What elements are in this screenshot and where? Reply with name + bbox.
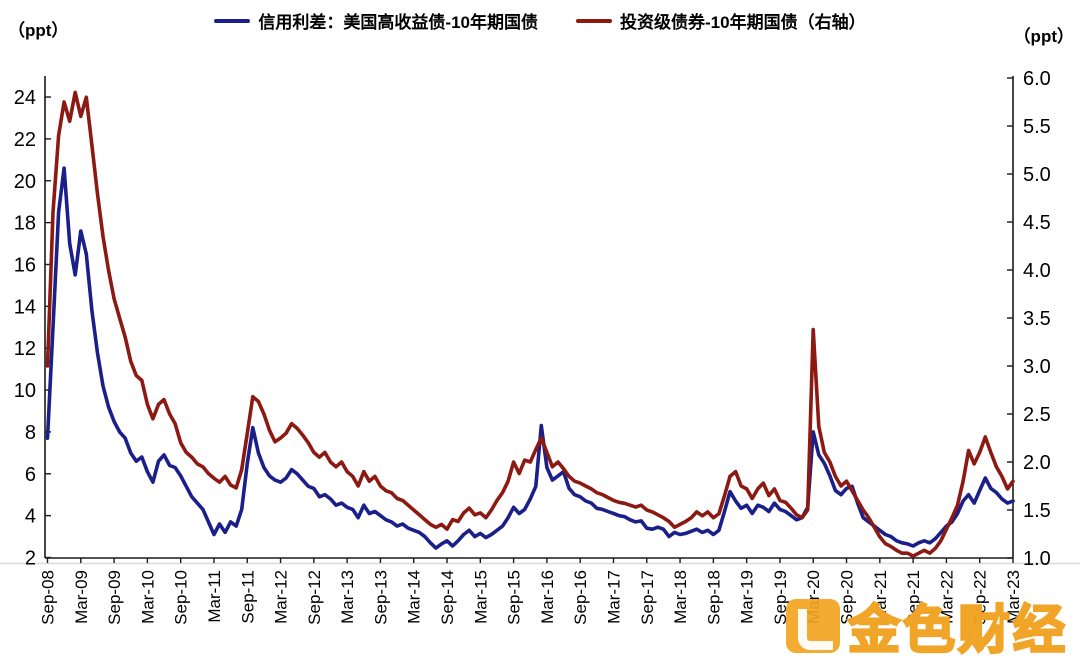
right-axis-tick-label: 1.0 (1023, 548, 1051, 570)
x-axis-tick-label: Sep-17 (638, 570, 657, 625)
x-axis-tick-label: Sep-11 (238, 570, 257, 624)
x-axis-tick-label: Mar-12 (272, 570, 291, 624)
left-axis-tick-label: 24 (14, 87, 36, 109)
x-axis-tick-label: Mar-14 (405, 570, 424, 624)
watermark-logo-icon (785, 598, 840, 653)
left-axis-tick-label: 12 (14, 338, 36, 360)
left-axis-tick-label: 22 (14, 129, 36, 151)
left-axis-tick-label: 16 (14, 254, 36, 276)
chart-legend: 信用利差：美国高收益债-10年期国债 投资级债券-10年期国债（右轴） (0, 8, 1080, 33)
ig-legend-label: 投资级债券-10年期国债（右轴） (620, 13, 866, 32)
watermark-text: 金色财经 (847, 601, 1068, 662)
right-axis-tick-label: 3.0 (1023, 356, 1051, 378)
left-axis-tick-label: 4 (25, 506, 36, 528)
x-axis-tick-label: Mar-10 (138, 570, 157, 624)
left-axis-unit-label: （ppt） (8, 21, 69, 40)
ig-series-line (45, 90, 1015, 558)
x-axis-tick-label: Sep-08 (39, 570, 58, 625)
x-axis-tick-label: Mar-23 (1004, 570, 1023, 624)
ig-legend-swatch-icon (576, 18, 612, 23)
legend-item-ig: 投资级债券-10年期国债（右轴） (576, 8, 866, 33)
right-axis-unit-label: （ppt） (1013, 27, 1074, 46)
right-axis-tick-label: 5.5 (1023, 116, 1051, 138)
left-axis-tick-label: 6 (25, 464, 36, 486)
watermark: 金色财经 (785, 588, 1068, 663)
x-axis-tick-label: Mar-22 (937, 570, 956, 624)
x-axis-tick-label: Mar-17 (604, 570, 623, 624)
right-axis-tick-label: 5.0 (1023, 164, 1051, 186)
x-axis-tick-label: Sep-14 (438, 570, 457, 625)
right-axis-tick-label: 4.5 (1023, 212, 1051, 234)
x-axis-tick-label: Sep-10 (172, 570, 191, 625)
x-axis-tick-label: Sep-18 (704, 570, 723, 625)
left-axis-tick-label: 2 (25, 548, 36, 570)
x-axis-tick-label: Mar-18 (671, 570, 690, 624)
x-axis-tick-label: Mar-19 (738, 570, 757, 624)
right-axis-tick-label: 4.0 (1023, 260, 1051, 282)
left-axis-tick-label: 20 (14, 171, 36, 193)
left-axis-tick-label: 8 (25, 422, 36, 444)
right-axis-tick-label: 2.5 (1023, 404, 1051, 426)
x-axis-tick-label: Sep-20 (838, 570, 857, 625)
x-axis-tick-label: Sep-19 (771, 570, 790, 625)
x-axis-tick-label: Sep-15 (505, 570, 524, 625)
x-axis-tick-label: Mar-09 (72, 570, 91, 624)
right-axis-tick-label: 3.5 (1023, 308, 1051, 330)
x-axis-tick-label: Mar-11 (205, 570, 224, 623)
x-axis-tick-label: Sep-09 (105, 570, 124, 625)
right-axis-tick-label: 1.5 (1023, 500, 1051, 522)
left-axis-tick-label: 18 (14, 213, 36, 235)
hy-series-line (45, 166, 1015, 550)
x-axis-tick-label: Sep-21 (904, 570, 923, 625)
x-axis-tick-label: Mar-21 (871, 570, 890, 624)
x-axis-tick-label: Sep-16 (571, 570, 590, 625)
x-axis-tick-label: Mar-15 (471, 570, 490, 624)
right-axis-tick-label: 2.0 (1023, 452, 1051, 474)
left-axis-tick-label: 14 (14, 296, 36, 318)
watermark-logo-glyph-icon (797, 608, 833, 650)
left-axis-tick-label: 10 (14, 380, 36, 402)
x-axis-tick-label: Mar-16 (538, 570, 557, 624)
legend-item-hy: 信用利差：美国高收益债-10年期国债 (214, 8, 538, 33)
hy-legend-label: 信用利差：美国高收益债-10年期国债 (258, 13, 538, 32)
hy-legend-swatch-icon (214, 18, 251, 23)
x-axis-tick-label: Sep-12 (305, 570, 324, 625)
x-axis-tick-label: Mar-13 (338, 570, 357, 624)
x-axis-tick-label: Sep-22 (971, 570, 990, 625)
right-axis-tick-label: 6.0 (1023, 68, 1051, 90)
x-axis-tick-label: Sep-13 (371, 570, 390, 625)
